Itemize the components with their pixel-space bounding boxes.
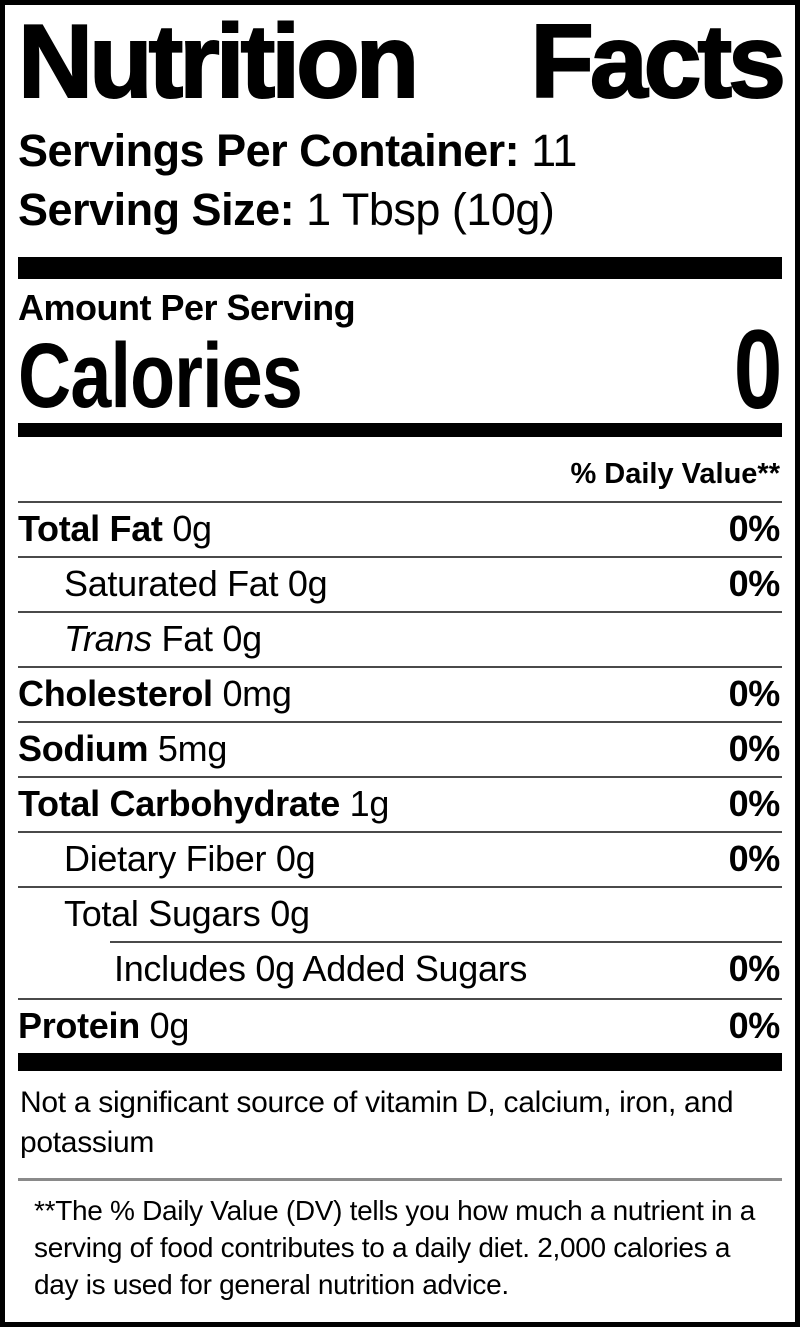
serving-size-label: Serving Size: [18, 183, 295, 235]
nutrient-name: Saturated Fat 0g [64, 563, 328, 605]
serving-size-value: 1 Tbsp (10g) [306, 183, 555, 235]
serving-size-line: Serving Size: 1 Tbsp (10g) [18, 181, 782, 240]
nutrient-daily-value: 0% [728, 673, 781, 715]
nutrient-name: Includes 0g Added Sugars [114, 948, 528, 990]
nutrient-name: Trans Fat 0g [64, 618, 262, 660]
nutrient-row: Sodium 5mg 0% [18, 720, 782, 776]
nutrient-row: Cholesterol 0mg 0% [18, 665, 782, 721]
nutrient-row: Protein 0g 0% [18, 997, 782, 1053]
daily-value-footnote: **The % Daily Value (DV) tells you how m… [34, 1194, 756, 1300]
daily-value-header: % Daily Value** [570, 458, 780, 490]
calories-label: Calories [18, 324, 303, 427]
serving-info: Servings Per Container: 11 Serving Size:… [18, 122, 782, 239]
nutrient-daily-value: 0% [728, 948, 781, 990]
nutrient-daily-value: 0% [728, 728, 781, 770]
section-divider-bar-mid [18, 423, 782, 437]
nutrient-name: Total Sugars 0g [64, 893, 310, 935]
nutrient-row: Dietary Fiber 0g 0% [18, 830, 782, 886]
nutrient-daily-value: 0% [728, 838, 781, 880]
nutrient-daily-value: 0% [728, 1005, 781, 1047]
nutrient-daily-value: 0% [728, 508, 781, 550]
nutrient-name: Total Carbohydrate 1g [18, 783, 390, 825]
section-divider-bar-top [18, 257, 782, 279]
calories-value: 0 [733, 307, 782, 433]
nutrient-name: Total Fat 0g [18, 508, 212, 550]
section-divider-bar-bottom [18, 1052, 782, 1071]
nutrient-name: Dietary Fiber 0g [64, 838, 316, 880]
label-title: Nutrition Facts [17, 4, 787, 120]
nutrient-row: Total Fat 0g 0% [18, 500, 782, 556]
not-significant-note: Not a significant source of vitamin D, c… [20, 1085, 734, 1160]
nutrient-row: Total Sugars 0g [18, 885, 782, 941]
servings-per-container-label: Servings Per Container: [18, 125, 520, 176]
servings-per-container-line: Servings Per Container: 11 [18, 122, 782, 181]
footnote-divider [18, 1177, 782, 1181]
nutrient-row: Saturated Fat 0g 0% [18, 555, 782, 611]
calories-row: Calories 0 [18, 314, 782, 427]
servings-per-container-value: 11 [531, 125, 577, 176]
nutrient-name: Protein 0g [18, 1005, 190, 1047]
nutrient-name: Cholesterol 0mg [18, 673, 292, 715]
nutrient-row: Total Carbohydrate 1g 0% [18, 775, 782, 831]
nutrient-row: Trans Fat 0g [18, 610, 782, 666]
amount-per-serving-heading: Amount Per Serving [18, 287, 356, 328]
nutrient-row: Includes 0g Added Sugars 0% [18, 940, 782, 998]
nutrient-daily-value: 0% [728, 563, 781, 605]
nutrient-daily-value: 0% [728, 783, 781, 825]
nutrient-rows: Total Fat 0g 0% Saturated Fat 0g 0% Tran… [18, 500, 782, 1053]
nutrient-name: Sodium 5mg [18, 728, 228, 770]
